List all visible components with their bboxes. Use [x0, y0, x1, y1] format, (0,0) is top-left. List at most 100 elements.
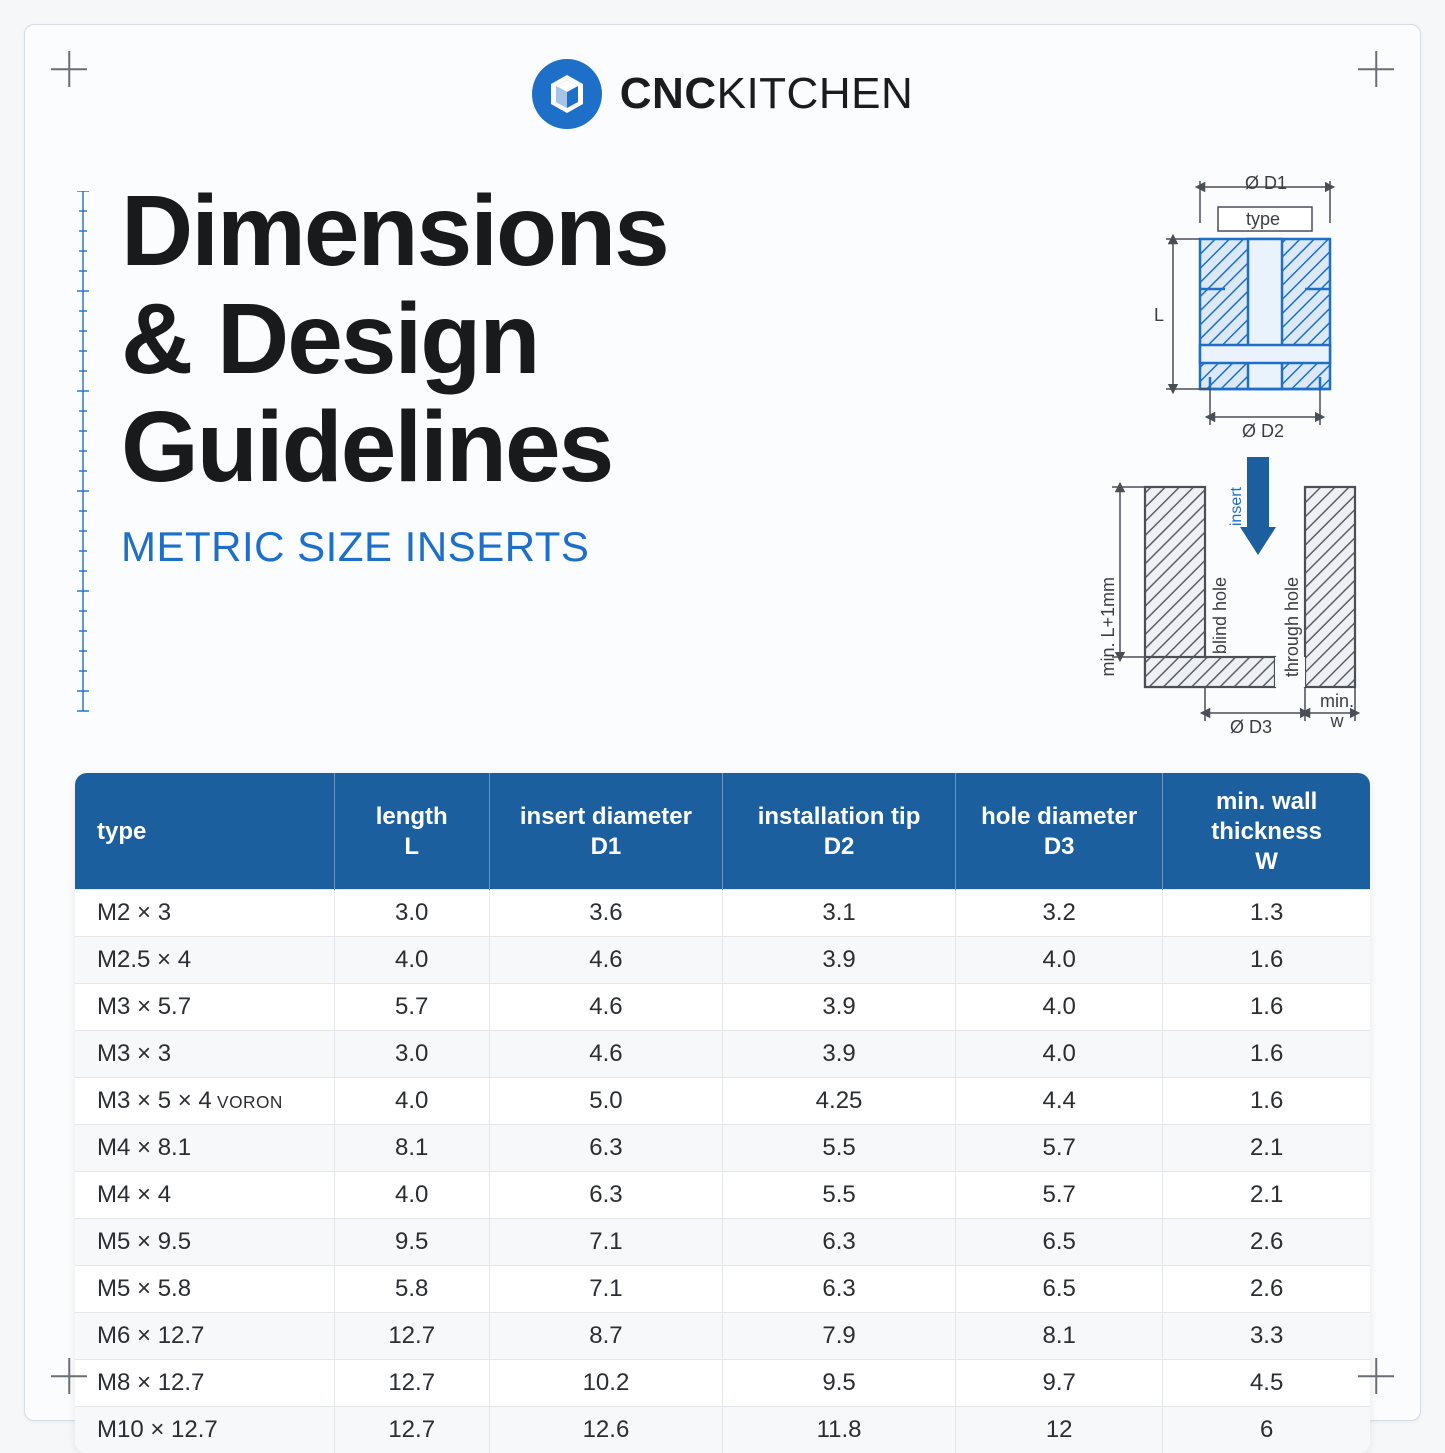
cell-l: 4.0	[334, 1078, 489, 1125]
diagram-blind-label: blind hole	[1210, 577, 1231, 654]
cell-w: 2.1	[1163, 1125, 1370, 1172]
cell-l: 8.1	[334, 1125, 489, 1172]
cell-d2: 9.5	[722, 1360, 955, 1407]
cell-w: 2.6	[1163, 1219, 1370, 1266]
header-label: insert diameter	[520, 803, 692, 830]
card: CNCKITCHEN	[24, 24, 1421, 1421]
table-row: M5 × 5.85.87.16.36.52.6	[75, 1266, 1370, 1313]
table-row: M3 × 5 × 4 VORON4.05.04.254.41.6	[75, 1078, 1370, 1125]
cell-d1: 6.3	[489, 1125, 722, 1172]
cell-d2: 3.9	[722, 1031, 955, 1078]
table-row: M4 × 8.18.16.35.55.72.1	[75, 1125, 1370, 1172]
cell-d2: 3.1	[722, 890, 955, 937]
title-line: Guidelines	[121, 391, 612, 503]
diagram-through-label: through hole	[1282, 577, 1303, 677]
brand-kitchen: KITCHEN	[717, 69, 914, 118]
cell-type: M5 × 5.8	[75, 1266, 334, 1313]
header-sub: D2	[731, 832, 947, 862]
cell-d2: 7.9	[722, 1313, 955, 1360]
diagram-insert-label: insert	[1228, 487, 1246, 526]
cell-d1: 4.6	[489, 937, 722, 984]
cell-type: M6 × 12.7	[75, 1313, 334, 1360]
cell-d2: 6.3	[722, 1266, 955, 1313]
cell-d3: 12	[956, 1407, 1163, 1453]
title-block: Dimensions & Design Guidelines METRIC SI…	[121, 177, 1020, 571]
cell-l: 4.0	[334, 1172, 489, 1219]
header-label: hole diameter	[981, 803, 1137, 830]
cell-d1: 7.1	[489, 1266, 722, 1313]
header-sub: W	[1171, 847, 1362, 877]
cell-l: 12.7	[334, 1360, 489, 1407]
header-sub: D1	[498, 832, 714, 862]
table-row: M8 × 12.712.710.29.59.74.5	[75, 1360, 1370, 1407]
cell-w: 4.5	[1163, 1360, 1370, 1407]
col-d1: insert diameterD1	[489, 773, 722, 890]
diagram-l-label: L	[1154, 305, 1164, 326]
title-line: Dimensions	[121, 175, 668, 287]
cell-type: M3 × 5.7	[75, 984, 334, 1031]
cell-d3: 5.7	[956, 1125, 1163, 1172]
cell-w: 1.6	[1163, 1031, 1370, 1078]
cell-d3: 4.0	[956, 937, 1163, 984]
col-w: min. wall thicknessW	[1163, 773, 1370, 890]
table-row: M3 × 33.04.63.94.01.6	[75, 1031, 1370, 1078]
cell-l: 3.0	[334, 890, 489, 937]
cell-l: 4.0	[334, 937, 489, 984]
cell-type: M4 × 4	[75, 1172, 334, 1219]
diagram-minw-label: min. w	[1320, 692, 1354, 732]
cell-w: 1.3	[1163, 890, 1370, 937]
diagram-d3-label: Ø D3	[1230, 717, 1272, 738]
cell-w: 1.6	[1163, 937, 1370, 984]
subtitle: METRIC SIZE INSERTS	[121, 523, 1020, 571]
corner-mark-icon	[51, 1358, 87, 1394]
cell-d1: 10.2	[489, 1360, 722, 1407]
cell-d2: 3.9	[722, 937, 955, 984]
cell-l: 12.7	[334, 1313, 489, 1360]
corner-mark-icon	[51, 51, 87, 87]
cell-d3: 9.7	[956, 1360, 1163, 1407]
cell-d2: 3.9	[722, 984, 955, 1031]
cell-type: M2.5 × 4	[75, 937, 334, 984]
cell-d1: 4.6	[489, 1031, 722, 1078]
col-type: type	[75, 773, 334, 890]
header-label: min. wall thickness	[1211, 788, 1322, 845]
corner-mark-icon	[1358, 1358, 1394, 1394]
cell-w: 2.1	[1163, 1172, 1370, 1219]
cell-l: 12.7	[334, 1407, 489, 1453]
diagram-d2-label: Ø D2	[1242, 421, 1284, 442]
page-title: Dimensions & Design Guidelines	[121, 177, 1020, 501]
cell-l: 9.5	[334, 1219, 489, 1266]
cell-d3: 6.5	[956, 1266, 1163, 1313]
diagram-minl-label: min. L+1mm	[1098, 577, 1119, 677]
cell-d2: 5.5	[722, 1125, 955, 1172]
cell-d2: 6.3	[722, 1219, 955, 1266]
cell-w: 6	[1163, 1407, 1370, 1453]
cell-d3: 3.2	[956, 890, 1163, 937]
table-row: M2 × 33.03.63.13.21.3	[75, 890, 1370, 937]
header-sub: L	[343, 832, 481, 862]
cell-d3: 4.0	[956, 984, 1163, 1031]
diagram-d1-label: Ø D1	[1245, 173, 1287, 194]
cell-d2: 4.25	[722, 1078, 955, 1125]
cell-d1: 8.7	[489, 1313, 722, 1360]
brand-text: CNCKITCHEN	[620, 69, 913, 119]
diagram-type-label: type	[1246, 209, 1280, 230]
brand-row: CNCKITCHEN	[75, 59, 1370, 129]
cell-d3: 8.1	[956, 1313, 1163, 1360]
header-sub: D3	[964, 832, 1154, 862]
cell-type: M5 × 9.5	[75, 1219, 334, 1266]
cell-type: M10 × 12.7	[75, 1407, 334, 1453]
title-line: & Design	[121, 283, 538, 395]
cell-d1: 7.1	[489, 1219, 722, 1266]
cell-w: 1.6	[1163, 984, 1370, 1031]
header-label: installation tip	[758, 803, 921, 830]
cell-type: M2 × 3	[75, 890, 334, 937]
col-d2: installation tipD2	[722, 773, 955, 890]
cell-d1: 4.6	[489, 984, 722, 1031]
cell-d1: 5.0	[489, 1078, 722, 1125]
cell-d1: 12.6	[489, 1407, 722, 1453]
col-length: lengthL	[334, 773, 489, 890]
cell-l: 3.0	[334, 1031, 489, 1078]
brand-logo-icon	[532, 59, 602, 129]
hero: Dimensions & Design Guidelines METRIC SI…	[75, 177, 1370, 737]
